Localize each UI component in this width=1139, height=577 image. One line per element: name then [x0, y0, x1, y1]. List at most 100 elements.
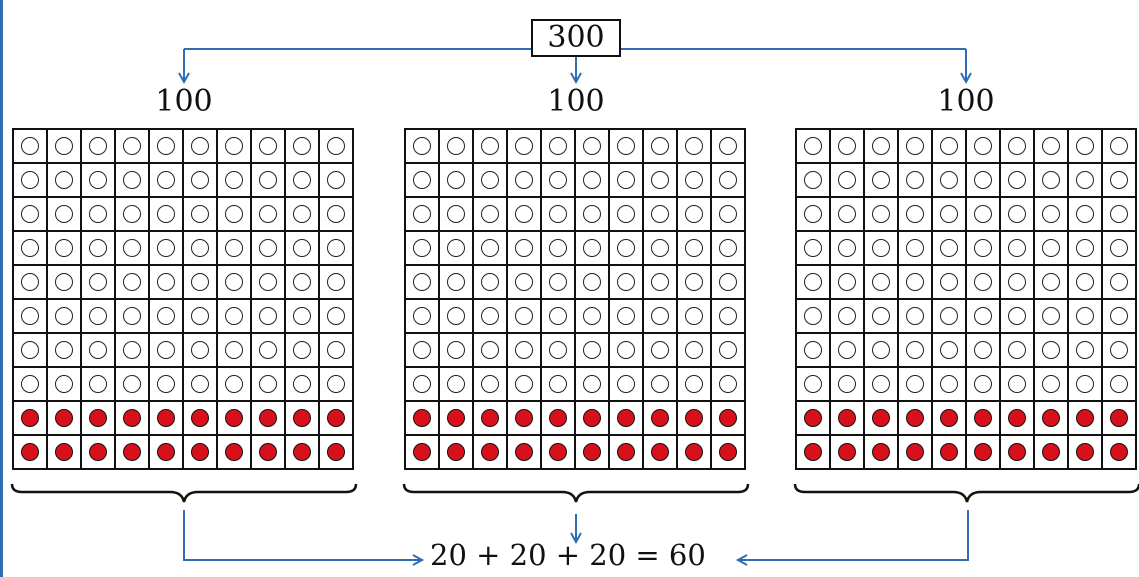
grid-cell [184, 232, 218, 266]
grid-cell [252, 402, 286, 436]
grid-cell [542, 266, 576, 300]
empty-counter [55, 239, 73, 257]
filled-counter [55, 443, 73, 461]
empty-counter [685, 205, 703, 223]
empty-counter [906, 273, 924, 291]
empty-counter [259, 307, 277, 325]
grid-cell [252, 130, 286, 164]
brace-group-2 [402, 483, 750, 503]
grid-cell [797, 334, 831, 368]
empty-counter [259, 137, 277, 155]
empty-counter [549, 137, 567, 155]
empty-counter [685, 137, 703, 155]
grid-cell [320, 164, 354, 198]
empty-counter [481, 205, 499, 223]
empty-counter [515, 307, 533, 325]
filled-counter [413, 443, 431, 461]
grid-cell [116, 198, 150, 232]
grid-cell [865, 334, 899, 368]
empty-counter [327, 341, 345, 359]
grid-cell [899, 436, 933, 470]
empty-counter [940, 239, 958, 257]
grid-cell [831, 232, 865, 266]
empty-counter [804, 273, 822, 291]
empty-counter [413, 239, 431, 257]
empty-counter [191, 375, 209, 393]
grid-cell [712, 130, 746, 164]
grid-cell [286, 300, 320, 334]
grid-cell [865, 266, 899, 300]
grid-cell [1069, 402, 1103, 436]
grid-cell [576, 266, 610, 300]
grid-cell [831, 334, 865, 368]
empty-counter [157, 307, 175, 325]
empty-counter [940, 307, 958, 325]
grid-cell [440, 368, 474, 402]
group-label-2: 100 [547, 84, 605, 119]
grid-cell [286, 368, 320, 402]
empty-counter [1042, 205, 1060, 223]
empty-counter [191, 341, 209, 359]
grid-cell [967, 436, 1001, 470]
grid-cell [1001, 130, 1035, 164]
empty-counter [55, 137, 73, 155]
grid-cell [474, 130, 508, 164]
grid-cell [1069, 130, 1103, 164]
empty-counter [719, 137, 737, 155]
empty-counter [685, 375, 703, 393]
filled-counter [21, 409, 39, 427]
grid-cell [184, 266, 218, 300]
group-label-1: 100 [155, 84, 213, 119]
grid-cell [48, 402, 82, 436]
grid-cell [712, 164, 746, 198]
grid-cell [184, 300, 218, 334]
grid-cell [320, 334, 354, 368]
empty-counter [872, 239, 890, 257]
grid-cell [899, 368, 933, 402]
empty-counter [447, 239, 465, 257]
grid-cell [797, 198, 831, 232]
empty-counter [1076, 137, 1094, 155]
empty-counter [1042, 375, 1060, 393]
grid-cell [644, 164, 678, 198]
grid-cell [831, 164, 865, 198]
grid-cell [967, 368, 1001, 402]
grid-cell [644, 436, 678, 470]
empty-counter [974, 375, 992, 393]
grid-cell [1103, 266, 1137, 300]
empty-counter [413, 137, 431, 155]
filled-counter [804, 443, 822, 461]
empty-counter [1008, 137, 1026, 155]
grid-cell [252, 334, 286, 368]
grid-cell [1035, 130, 1069, 164]
brace-group-1 [10, 483, 358, 503]
grid-cell [899, 300, 933, 334]
grid-cell [406, 130, 440, 164]
grid-cell [440, 164, 474, 198]
grid-cell [508, 402, 542, 436]
grid-cell [865, 198, 899, 232]
empty-counter [1076, 205, 1094, 223]
grid-cell [48, 334, 82, 368]
empty-counter [481, 273, 499, 291]
grid-cell [474, 232, 508, 266]
grid-cell [865, 368, 899, 402]
empty-counter [651, 137, 669, 155]
empty-counter [1110, 137, 1128, 155]
filled-counter [1042, 409, 1060, 427]
empty-counter [259, 375, 277, 393]
grid-cell [678, 232, 712, 266]
hundred-grid-1 [12, 128, 354, 470]
grid-cell [712, 368, 746, 402]
grid-cell [184, 368, 218, 402]
grid-cell [116, 164, 150, 198]
grid-cell [644, 334, 678, 368]
empty-counter [447, 137, 465, 155]
grid-cell [967, 300, 1001, 334]
empty-counter [1110, 307, 1128, 325]
grid-cell [967, 334, 1001, 368]
filled-counter [651, 409, 669, 427]
grid-cell [712, 436, 746, 470]
grid-cell [542, 232, 576, 266]
